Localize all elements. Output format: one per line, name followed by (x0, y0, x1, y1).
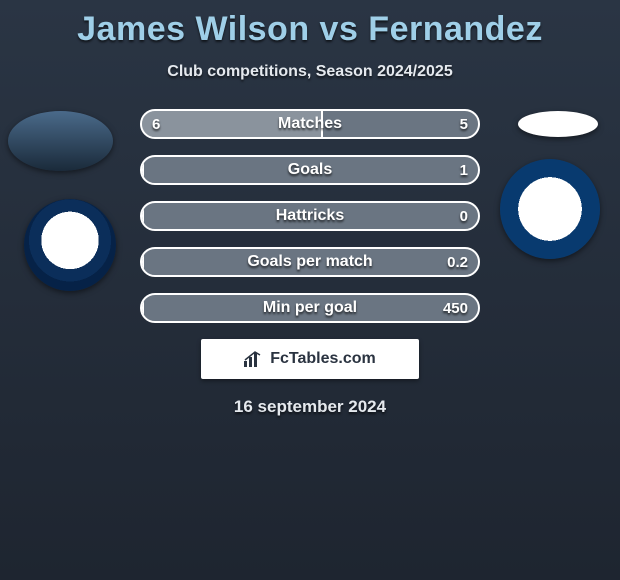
stat-label: Hattricks (140, 201, 480, 231)
stat-label: Goals per match (140, 247, 480, 277)
stat-label: Goals (140, 155, 480, 185)
player-right-photo (518, 111, 598, 137)
stat-right-value: 450 (443, 293, 468, 323)
stat-label: Min per goal (140, 293, 480, 323)
comparison-content: 6 Matches 5 Goals 1 Hattricks 0 Goa (0, 109, 620, 417)
stat-label: Matches (140, 109, 480, 139)
stat-right-value: 1 (460, 155, 468, 185)
page-title: James Wilson vs Fernandez (0, 0, 620, 49)
chart-icon (244, 351, 264, 367)
stat-row: Goals 1 (140, 155, 480, 185)
footer-date: 16 september 2024 (0, 397, 620, 417)
footer-brand-text: FcTables.com (270, 350, 376, 368)
player-left-photo (8, 111, 113, 171)
stat-right-value: 0.2 (447, 247, 468, 277)
stat-right-value: 0 (460, 201, 468, 231)
club-badge-left (24, 199, 116, 291)
stat-row: 6 Matches 5 (140, 109, 480, 139)
stat-right-value: 5 (460, 109, 468, 139)
stat-row: Goals per match 0.2 (140, 247, 480, 277)
page-subtitle: Club competitions, Season 2024/2025 (0, 63, 620, 81)
stat-row: Hattricks 0 (140, 201, 480, 231)
stat-row: Min per goal 450 (140, 293, 480, 323)
stat-bars: 6 Matches 5 Goals 1 Hattricks 0 Goa (140, 109, 480, 323)
footer-brand: FcTables.com (201, 339, 419, 379)
club-badge-right (500, 159, 600, 259)
